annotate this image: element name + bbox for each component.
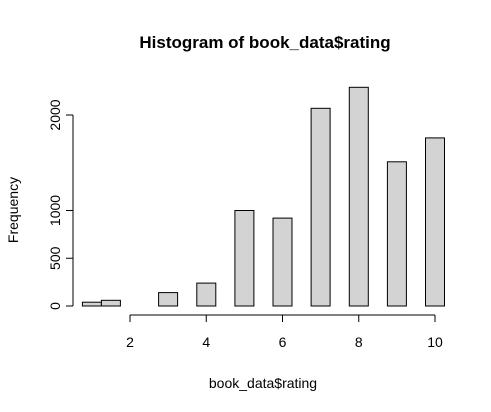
x-tick-label: 6 bbox=[279, 334, 287, 350]
histogram-bar bbox=[158, 292, 179, 307]
y-axis: 0 500 1000 2000 bbox=[47, 99, 74, 310]
histogram-bar bbox=[386, 161, 407, 307]
x-tick-label: 2 bbox=[126, 334, 134, 350]
histogram-bar bbox=[100, 299, 121, 307]
bars-group bbox=[81, 86, 445, 307]
histogram-bar bbox=[234, 210, 255, 307]
histogram-bar bbox=[310, 107, 331, 307]
x-axis: 2 4 6 8 10 bbox=[126, 314, 443, 350]
x-tick-label: 10 bbox=[427, 334, 443, 350]
y-tick-label: 0 bbox=[47, 302, 63, 310]
histogram-bar bbox=[348, 86, 369, 307]
histogram-bar bbox=[196, 282, 217, 307]
histogram-bar bbox=[81, 301, 102, 307]
y-tick-label: 500 bbox=[47, 246, 63, 270]
y-tick-label: 1000 bbox=[47, 195, 63, 226]
x-tick-label: 8 bbox=[355, 334, 363, 350]
y-tick-label: 2000 bbox=[47, 99, 63, 130]
histogram-bar bbox=[425, 137, 445, 307]
chart-title: Histogram of book_data$rating bbox=[139, 33, 390, 52]
x-tick-label: 4 bbox=[202, 334, 210, 350]
x-axis-label: book_data$rating bbox=[209, 375, 317, 391]
y-axis-label: Frequency bbox=[5, 177, 21, 243]
histogram-bar bbox=[272, 217, 293, 307]
